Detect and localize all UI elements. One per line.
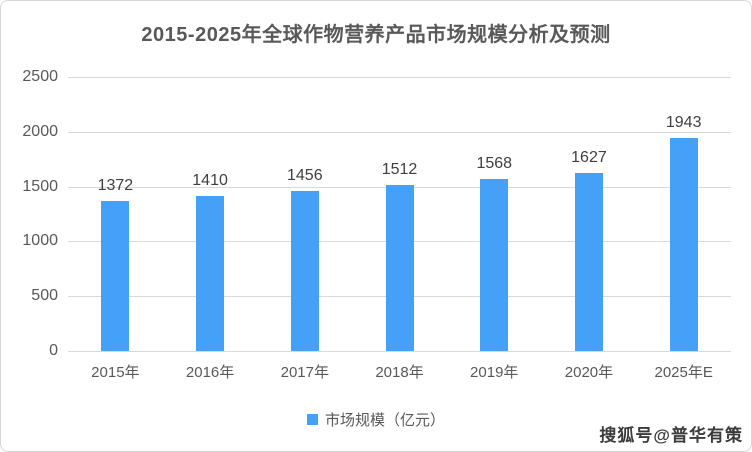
y-axis: 0 500 1000 1500 2000 2500: [1, 68, 58, 359]
value-label: 1410: [192, 172, 228, 190]
value-label: 1568: [476, 155, 513, 173]
bar-column: 1512: [352, 77, 447, 351]
plot-area: 1372 1410 1456 1512 1568 1627 1943: [68, 77, 731, 352]
bar-series: 1372 1410 1456 1512 1568 1627 1943: [68, 77, 731, 351]
legend-label: 市场规模（亿元）: [324, 412, 445, 429]
bar: [480, 179, 509, 351]
value-label: 1943: [665, 114, 702, 132]
x-axis-tick-label: 2025年E: [654, 364, 713, 381]
bar: [101, 200, 130, 351]
gridline: [68, 77, 731, 78]
bar-column: 1372: [68, 77, 163, 351]
y-axis-tick-label: 0: [49, 342, 58, 359]
bar-column: 1410: [163, 77, 258, 351]
bar-column: 1943: [636, 77, 731, 351]
bar: [196, 196, 225, 351]
value-label: 1372: [97, 176, 134, 194]
gridline: [68, 351, 731, 352]
bar: [574, 172, 603, 351]
bar-column: 1568: [447, 77, 542, 351]
chart-title: 2015-2025年全球作物营养产品市场规模分析及预测: [141, 24, 611, 46]
bar-column: 1627: [542, 77, 637, 351]
bar: [385, 185, 414, 351]
legend-swatch: [306, 414, 318, 425]
x-axis-tick-label: 2016年: [185, 364, 235, 381]
y-axis-tick-label: 500: [31, 287, 58, 305]
y-axis-tick-label: 1000: [22, 232, 58, 250]
watermark: 搜狐号@普华有策: [599, 426, 743, 445]
bar-column: 1456: [257, 77, 352, 351]
x-axis-tick-label: 2020年: [564, 364, 614, 381]
value-label: 1627: [571, 148, 607, 166]
y-axis-tick-label: 2000: [22, 122, 58, 140]
legend: 市场规模（亿元）: [1, 409, 751, 430]
gridline: [68, 131, 731, 133]
y-axis-tick-label: 2500: [22, 68, 58, 85]
x-axis-tick-label: 2015年: [91, 364, 140, 381]
y-axis-tick-label: 1500: [22, 177, 58, 195]
value-label: 1512: [381, 161, 418, 179]
bar: [669, 138, 698, 351]
value-label: 1456: [287, 167, 323, 185]
x-axis-tick-label: 2017年: [280, 364, 329, 381]
bar: [290, 191, 319, 351]
x-axis: 2015年 2016年 2017年 2018年 2019年 2020年 2025年E: [68, 361, 731, 382]
x-axis-tick-label: 2019年: [470, 364, 519, 381]
x-axis-tick-label: 2018年: [375, 364, 424, 381]
